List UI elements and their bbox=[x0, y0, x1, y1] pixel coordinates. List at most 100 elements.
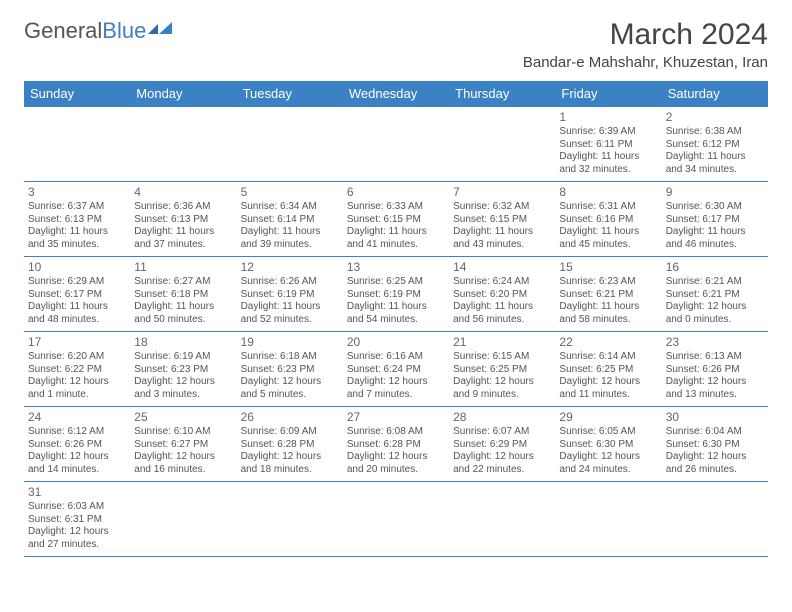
logo-flag-icon bbox=[148, 20, 174, 38]
sunset-text: Sunset: 6:30 PM bbox=[559, 439, 657, 452]
day-number: 29 bbox=[559, 410, 657, 425]
daylight-text: Daylight: 12 hours and 11 minutes. bbox=[559, 376, 657, 401]
day-number: 24 bbox=[28, 410, 126, 425]
calendar-cell: 10Sunrise: 6:29 AMSunset: 6:17 PMDayligh… bbox=[24, 257, 130, 332]
sunrise-text: Sunrise: 6:32 AM bbox=[453, 201, 551, 214]
calendar-row: 1Sunrise: 6:39 AMSunset: 6:11 PMDaylight… bbox=[24, 107, 768, 182]
sunset-text: Sunset: 6:11 PM bbox=[559, 139, 657, 152]
sunset-text: Sunset: 6:30 PM bbox=[666, 439, 764, 452]
daylight-text: Daylight: 11 hours and 32 minutes. bbox=[559, 151, 657, 176]
day-header: Thursday bbox=[449, 81, 555, 107]
sunrise-text: Sunrise: 6:05 AM bbox=[559, 426, 657, 439]
calendar-cell: 19Sunrise: 6:18 AMSunset: 6:23 PMDayligh… bbox=[237, 332, 343, 407]
sunrise-text: Sunrise: 6:07 AM bbox=[453, 426, 551, 439]
sunset-text: Sunset: 6:19 PM bbox=[241, 289, 339, 302]
day-number: 12 bbox=[241, 260, 339, 275]
logo-text-general: General bbox=[24, 18, 102, 44]
daylight-text: Daylight: 11 hours and 46 minutes. bbox=[666, 226, 764, 251]
calendar-cell-empty bbox=[130, 107, 236, 182]
daylight-text: Daylight: 12 hours and 7 minutes. bbox=[347, 376, 445, 401]
calendar-cell: 2Sunrise: 6:38 AMSunset: 6:12 PMDaylight… bbox=[662, 107, 768, 182]
day-number: 11 bbox=[134, 260, 232, 275]
sunset-text: Sunset: 6:29 PM bbox=[453, 439, 551, 452]
daylight-text: Daylight: 12 hours and 3 minutes. bbox=[134, 376, 232, 401]
daylight-text: Daylight: 11 hours and 45 minutes. bbox=[559, 226, 657, 251]
sunrise-text: Sunrise: 6:37 AM bbox=[28, 201, 126, 214]
day-number: 31 bbox=[28, 485, 126, 500]
daylight-text: Daylight: 12 hours and 1 minute. bbox=[28, 376, 126, 401]
calendar-cell: 5Sunrise: 6:34 AMSunset: 6:14 PMDaylight… bbox=[237, 182, 343, 257]
sunset-text: Sunset: 6:28 PM bbox=[241, 439, 339, 452]
sunset-text: Sunset: 6:15 PM bbox=[453, 214, 551, 227]
daylight-text: Daylight: 12 hours and 20 minutes. bbox=[347, 451, 445, 476]
sunset-text: Sunset: 6:23 PM bbox=[134, 364, 232, 377]
sunset-text: Sunset: 6:22 PM bbox=[28, 364, 126, 377]
calendar-row: 17Sunrise: 6:20 AMSunset: 6:22 PMDayligh… bbox=[24, 332, 768, 407]
calendar-body: 1Sunrise: 6:39 AMSunset: 6:11 PMDaylight… bbox=[24, 107, 768, 557]
sunrise-text: Sunrise: 6:24 AM bbox=[453, 276, 551, 289]
header: GeneralBlue March 2024 Bandar-e Mahshahr… bbox=[24, 18, 768, 77]
calendar-cell: 6Sunrise: 6:33 AMSunset: 6:15 PMDaylight… bbox=[343, 182, 449, 257]
calendar-cell-empty bbox=[237, 107, 343, 182]
daylight-text: Daylight: 12 hours and 26 minutes. bbox=[666, 451, 764, 476]
sunset-text: Sunset: 6:26 PM bbox=[666, 364, 764, 377]
sunrise-text: Sunrise: 6:09 AM bbox=[241, 426, 339, 439]
day-number: 27 bbox=[347, 410, 445, 425]
day-number: 30 bbox=[666, 410, 764, 425]
location-label: Bandar-e Mahshahr, Khuzestan, Iran bbox=[523, 54, 768, 71]
sunrise-text: Sunrise: 6:38 AM bbox=[666, 126, 764, 139]
sunset-text: Sunset: 6:17 PM bbox=[666, 214, 764, 227]
day-number: 22 bbox=[559, 335, 657, 350]
day-number: 19 bbox=[241, 335, 339, 350]
calendar-row: 31Sunrise: 6:03 AMSunset: 6:31 PMDayligh… bbox=[24, 482, 768, 557]
calendar-cell: 4Sunrise: 6:36 AMSunset: 6:13 PMDaylight… bbox=[130, 182, 236, 257]
day-number: 1 bbox=[559, 110, 657, 125]
daylight-text: Daylight: 12 hours and 14 minutes. bbox=[28, 451, 126, 476]
daylight-text: Daylight: 11 hours and 58 minutes. bbox=[559, 301, 657, 326]
daylight-text: Daylight: 12 hours and 13 minutes. bbox=[666, 376, 764, 401]
daylight-text: Daylight: 12 hours and 27 minutes. bbox=[28, 526, 126, 551]
calendar-cell: 15Sunrise: 6:23 AMSunset: 6:21 PMDayligh… bbox=[555, 257, 661, 332]
daylight-text: Daylight: 11 hours and 52 minutes. bbox=[241, 301, 339, 326]
sunset-text: Sunset: 6:21 PM bbox=[559, 289, 657, 302]
calendar-cell-empty bbox=[130, 482, 236, 557]
day-number: 16 bbox=[666, 260, 764, 275]
daylight-text: Daylight: 11 hours and 37 minutes. bbox=[134, 226, 232, 251]
sunrise-text: Sunrise: 6:15 AM bbox=[453, 351, 551, 364]
sunrise-text: Sunrise: 6:04 AM bbox=[666, 426, 764, 439]
sunset-text: Sunset: 6:17 PM bbox=[28, 289, 126, 302]
sunrise-text: Sunrise: 6:12 AM bbox=[28, 426, 126, 439]
calendar-row: 3Sunrise: 6:37 AMSunset: 6:13 PMDaylight… bbox=[24, 182, 768, 257]
day-number: 10 bbox=[28, 260, 126, 275]
day-number: 20 bbox=[347, 335, 445, 350]
sunset-text: Sunset: 6:25 PM bbox=[453, 364, 551, 377]
day-number: 15 bbox=[559, 260, 657, 275]
sunset-text: Sunset: 6:12 PM bbox=[666, 139, 764, 152]
sunset-text: Sunset: 6:19 PM bbox=[347, 289, 445, 302]
calendar-cell: 28Sunrise: 6:07 AMSunset: 6:29 PMDayligh… bbox=[449, 407, 555, 482]
day-number: 5 bbox=[241, 185, 339, 200]
sunrise-text: Sunrise: 6:03 AM bbox=[28, 501, 126, 514]
day-header: Monday bbox=[130, 81, 236, 107]
sunrise-text: Sunrise: 6:36 AM bbox=[134, 201, 232, 214]
sunrise-text: Sunrise: 6:19 AM bbox=[134, 351, 232, 364]
sunset-text: Sunset: 6:28 PM bbox=[347, 439, 445, 452]
calendar-cell-empty bbox=[449, 107, 555, 182]
day-number: 14 bbox=[453, 260, 551, 275]
calendar-cell: 31Sunrise: 6:03 AMSunset: 6:31 PMDayligh… bbox=[24, 482, 130, 557]
calendar-cell: 14Sunrise: 6:24 AMSunset: 6:20 PMDayligh… bbox=[449, 257, 555, 332]
day-number: 7 bbox=[453, 185, 551, 200]
calendar-table: SundayMondayTuesdayWednesdayThursdayFrid… bbox=[24, 81, 768, 557]
daylight-text: Daylight: 11 hours and 56 minutes. bbox=[453, 301, 551, 326]
calendar-cell-empty bbox=[449, 482, 555, 557]
sunrise-text: Sunrise: 6:10 AM bbox=[134, 426, 232, 439]
daylight-text: Daylight: 12 hours and 16 minutes. bbox=[134, 451, 232, 476]
daylight-text: Daylight: 11 hours and 39 minutes. bbox=[241, 226, 339, 251]
calendar-cell-empty bbox=[343, 107, 449, 182]
day-header: Tuesday bbox=[237, 81, 343, 107]
calendar-row: 24Sunrise: 6:12 AMSunset: 6:26 PMDayligh… bbox=[24, 407, 768, 482]
daylight-text: Daylight: 12 hours and 22 minutes. bbox=[453, 451, 551, 476]
day-number: 4 bbox=[134, 185, 232, 200]
day-number: 18 bbox=[134, 335, 232, 350]
day-header: Friday bbox=[555, 81, 661, 107]
